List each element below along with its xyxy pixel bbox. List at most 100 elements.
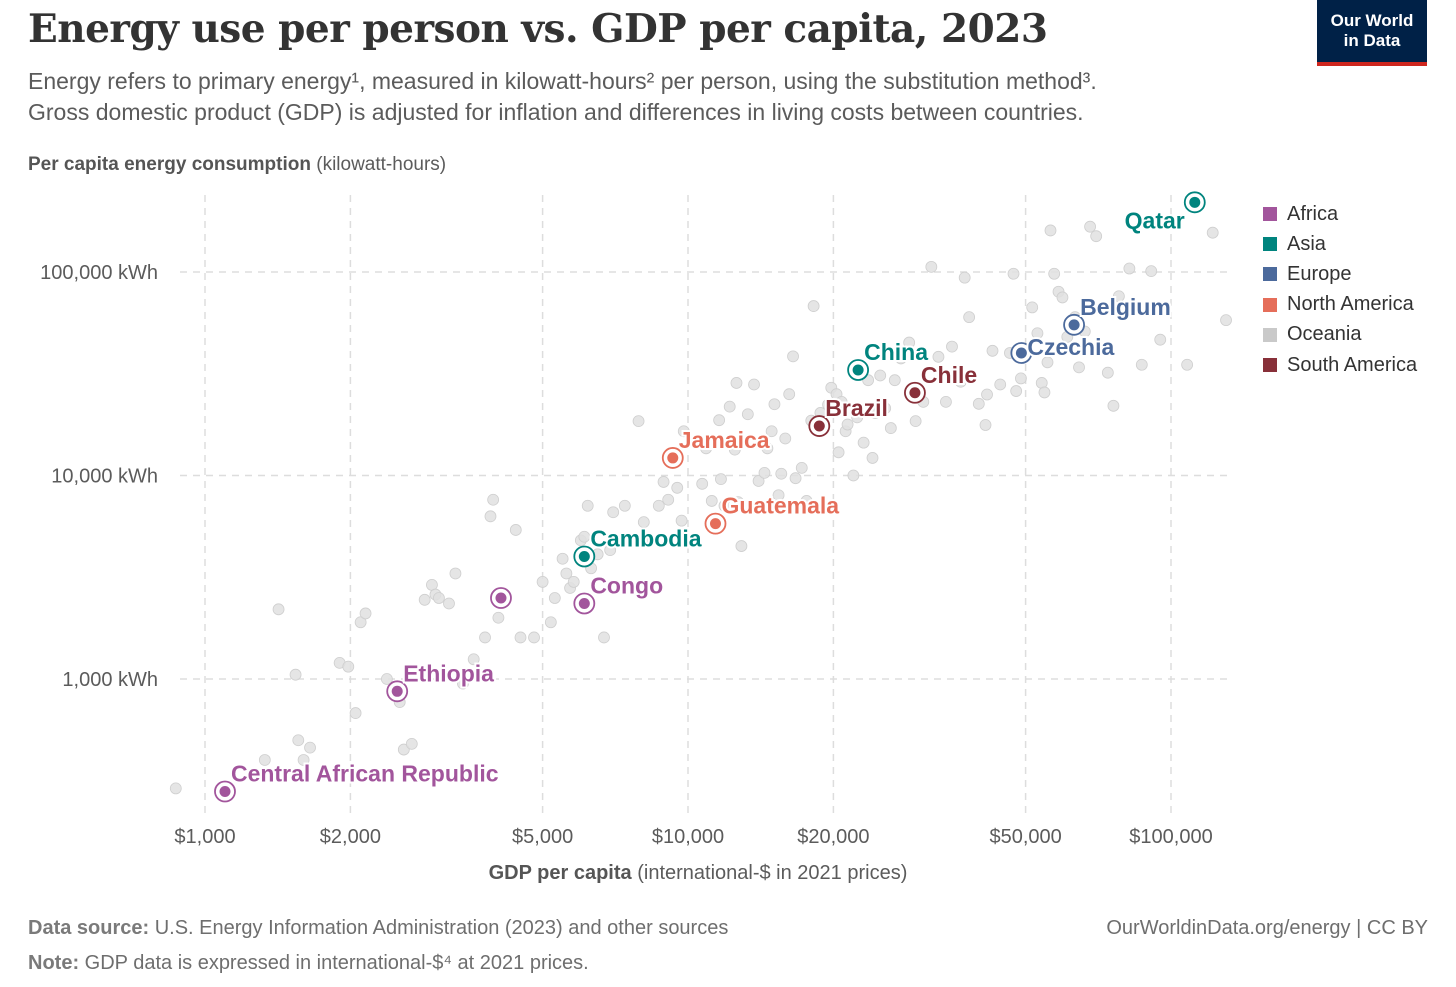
data-point xyxy=(696,477,709,490)
point-label: Guatemala xyxy=(721,493,839,519)
data-point xyxy=(1031,327,1044,340)
logo-line-2: in Data xyxy=(1343,31,1401,50)
data-point xyxy=(972,397,985,410)
data-point xyxy=(832,446,845,459)
data-point xyxy=(963,311,976,324)
data-point xyxy=(723,400,736,413)
data-point xyxy=(509,524,522,536)
data-point xyxy=(758,466,771,479)
y-axis-label: Per capita energy consumption xyxy=(28,154,311,175)
x-tick-label: $20,000 xyxy=(797,826,869,848)
data-point xyxy=(1101,366,1114,379)
data-point xyxy=(637,516,650,529)
data-point xyxy=(851,411,864,424)
data-point xyxy=(671,481,684,494)
data-point xyxy=(822,398,834,411)
y-tick-label: 1,000 kWh xyxy=(62,669,158,691)
data-point xyxy=(866,452,879,464)
data-point xyxy=(433,592,445,604)
highlighted-point xyxy=(495,592,507,604)
legend-label: South America xyxy=(1287,353,1418,376)
legend-item[interactable]: Oceania xyxy=(1263,320,1417,350)
x-tick-label: $50,000 xyxy=(989,826,1061,848)
data-point xyxy=(700,442,712,455)
data-point xyxy=(292,734,305,747)
data-point xyxy=(705,495,718,507)
note-text: GDP data is expressed in international-$… xyxy=(84,952,589,974)
data-point xyxy=(874,369,887,382)
data-point xyxy=(169,782,182,795)
data-point xyxy=(657,476,670,488)
highlighted-point xyxy=(1189,196,1201,208)
x-tick-label: $100,000 xyxy=(1129,826,1212,848)
data-point xyxy=(884,422,897,434)
data-point xyxy=(981,388,993,401)
footer-source: Data source: U.S. Energy Information Adm… xyxy=(28,917,728,940)
data-point xyxy=(879,402,892,415)
highlighted-point-group xyxy=(847,359,870,381)
legend-item[interactable]: Asia xyxy=(1263,229,1417,259)
x-tick-label: $10,000 xyxy=(652,826,724,848)
highlighted-point-group xyxy=(808,415,831,437)
point-label: Ethiopia xyxy=(403,660,494,686)
highlighted-point xyxy=(667,452,679,464)
data-point xyxy=(405,737,418,750)
data-point xyxy=(761,442,774,455)
legend-swatch xyxy=(1263,327,1277,342)
data-point xyxy=(752,475,765,487)
point-label: Brazil xyxy=(825,395,888,421)
data-point xyxy=(632,415,645,428)
data-point xyxy=(857,436,870,449)
legend-item[interactable]: Europe xyxy=(1263,259,1417,289)
data-point xyxy=(1056,291,1069,304)
data-point xyxy=(528,631,540,644)
legend-item[interactable]: South America xyxy=(1263,350,1417,380)
data-point xyxy=(1026,301,1039,314)
data-point xyxy=(748,378,760,391)
data-point xyxy=(715,473,727,486)
legend-item[interactable]: North America xyxy=(1263,290,1417,320)
legend-label: North America xyxy=(1287,293,1414,316)
data-point xyxy=(1123,262,1136,275)
x-tick-label: $2,000 xyxy=(320,826,381,848)
point-label: Qatar xyxy=(1125,207,1185,233)
legend-label: Asia xyxy=(1287,232,1326,255)
legend-swatch xyxy=(1263,297,1277,312)
subtitle-line-2: Gross domestic product (GDP) is adjusted… xyxy=(28,99,1084,125)
data-point xyxy=(1048,267,1061,280)
highlighted-point-group xyxy=(1010,342,1033,364)
data-point xyxy=(986,344,999,357)
data-point xyxy=(467,653,480,666)
data-point xyxy=(487,493,500,506)
data-point xyxy=(479,631,491,644)
source-url-link[interactable]: OurWorldinData.org/energy xyxy=(1106,917,1351,939)
point-label: Congo xyxy=(590,572,663,598)
data-point xyxy=(888,374,901,387)
data-point xyxy=(1145,265,1158,278)
legend-item[interactable]: Africa xyxy=(1263,199,1417,229)
data-point xyxy=(443,597,455,610)
license-text: | CC BY xyxy=(1356,917,1428,939)
highlighted-point xyxy=(578,550,590,562)
y-tick-label: 10,000 kWh xyxy=(51,466,158,488)
data-point xyxy=(297,754,310,766)
highlighted-point-group xyxy=(386,680,409,703)
data-point xyxy=(457,677,469,690)
data-point xyxy=(1073,361,1085,374)
data-point xyxy=(354,616,367,629)
point-label: Czechia xyxy=(1027,334,1114,360)
data-point xyxy=(1220,314,1232,327)
chart-subtitle: Energy refers to primary energy¹, measur… xyxy=(28,66,1258,128)
data-point xyxy=(688,534,701,547)
highlighted-point-group xyxy=(904,381,926,404)
data-point xyxy=(449,567,462,580)
data-point xyxy=(994,378,1007,391)
y-axis-title: Per capita energy consumption (kilowatt-… xyxy=(28,154,446,176)
data-point xyxy=(958,271,971,284)
data-point xyxy=(607,506,620,519)
data-point xyxy=(578,530,591,543)
legend-swatch xyxy=(1263,237,1277,252)
owid-logo[interactable]: Our World in Data xyxy=(1317,0,1427,66)
data-point xyxy=(618,499,631,512)
